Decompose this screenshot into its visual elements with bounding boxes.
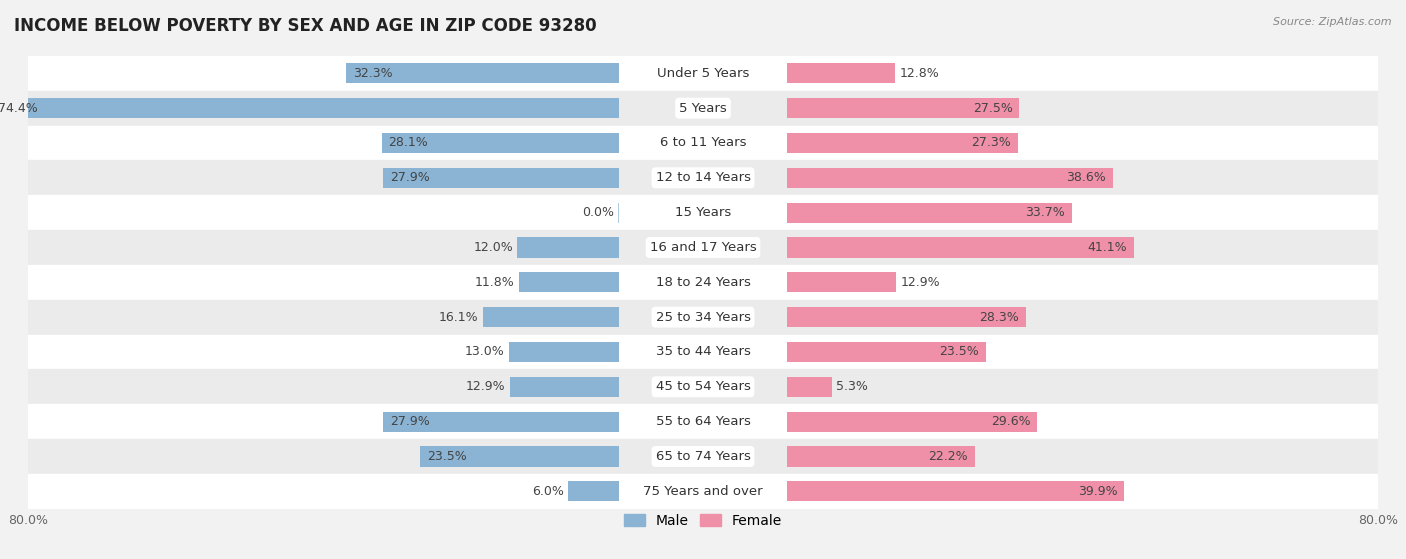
Bar bbox=[28, 474, 1378, 509]
Bar bbox=[517, 238, 619, 258]
Bar bbox=[787, 481, 1123, 501]
Bar bbox=[787, 63, 896, 83]
Bar bbox=[28, 404, 1378, 439]
Text: 32.3%: 32.3% bbox=[353, 67, 392, 80]
Bar bbox=[568, 481, 619, 501]
Bar bbox=[28, 91, 1378, 126]
Text: 11.8%: 11.8% bbox=[475, 276, 515, 289]
Text: 16 and 17 Years: 16 and 17 Years bbox=[650, 241, 756, 254]
Text: 27.5%: 27.5% bbox=[973, 102, 1012, 115]
Text: 38.6%: 38.6% bbox=[1067, 171, 1107, 184]
Text: 5.3%: 5.3% bbox=[837, 380, 868, 394]
Bar bbox=[28, 126, 1378, 160]
Text: Under 5 Years: Under 5 Years bbox=[657, 67, 749, 80]
Text: 39.9%: 39.9% bbox=[1077, 485, 1118, 498]
Bar bbox=[510, 377, 619, 397]
Bar bbox=[28, 300, 1378, 334]
Text: 22.2%: 22.2% bbox=[928, 450, 967, 463]
Text: INCOME BELOW POVERTY BY SEX AND AGE IN ZIP CODE 93280: INCOME BELOW POVERTY BY SEX AND AGE IN Z… bbox=[14, 17, 596, 35]
Text: 12.8%: 12.8% bbox=[900, 67, 939, 80]
Text: 27.3%: 27.3% bbox=[972, 136, 1011, 149]
Text: 55 to 64 Years: 55 to 64 Years bbox=[655, 415, 751, 428]
Bar bbox=[482, 307, 619, 327]
Text: 13.0%: 13.0% bbox=[465, 345, 505, 358]
Bar bbox=[28, 195, 1378, 230]
Text: 28.1%: 28.1% bbox=[388, 136, 427, 149]
Bar bbox=[787, 272, 896, 292]
Text: 45 to 54 Years: 45 to 54 Years bbox=[655, 380, 751, 394]
Text: 12.0%: 12.0% bbox=[474, 241, 513, 254]
Text: 23.5%: 23.5% bbox=[939, 345, 979, 358]
Text: 25 to 34 Years: 25 to 34 Years bbox=[655, 311, 751, 324]
Bar bbox=[787, 202, 1071, 222]
Bar bbox=[381, 133, 619, 153]
Bar bbox=[28, 230, 1378, 265]
Text: 15 Years: 15 Years bbox=[675, 206, 731, 219]
Text: 35 to 44 Years: 35 to 44 Years bbox=[655, 345, 751, 358]
Text: 29.6%: 29.6% bbox=[991, 415, 1031, 428]
Text: 12 to 14 Years: 12 to 14 Years bbox=[655, 171, 751, 184]
Bar bbox=[384, 168, 619, 188]
Bar bbox=[28, 439, 1378, 474]
Bar bbox=[787, 342, 986, 362]
Text: 12.9%: 12.9% bbox=[465, 380, 506, 394]
Text: 28.3%: 28.3% bbox=[980, 311, 1019, 324]
Text: 27.9%: 27.9% bbox=[389, 415, 430, 428]
Text: 41.1%: 41.1% bbox=[1088, 241, 1128, 254]
Bar bbox=[28, 334, 1378, 369]
Bar bbox=[28, 265, 1378, 300]
Text: 33.7%: 33.7% bbox=[1025, 206, 1064, 219]
Text: 65 to 74 Years: 65 to 74 Years bbox=[655, 450, 751, 463]
Bar bbox=[787, 446, 974, 467]
Text: 75 Years and over: 75 Years and over bbox=[643, 485, 763, 498]
Bar bbox=[28, 369, 1378, 404]
Text: 16.1%: 16.1% bbox=[439, 311, 478, 324]
Bar bbox=[384, 411, 619, 432]
Text: 74.4%: 74.4% bbox=[0, 102, 38, 115]
Text: Source: ZipAtlas.com: Source: ZipAtlas.com bbox=[1274, 17, 1392, 27]
Bar bbox=[28, 56, 1378, 91]
Bar bbox=[519, 272, 619, 292]
Bar bbox=[509, 342, 619, 362]
Bar bbox=[787, 238, 1135, 258]
Bar bbox=[420, 446, 619, 467]
Bar bbox=[787, 377, 832, 397]
Bar bbox=[787, 411, 1038, 432]
Bar bbox=[787, 307, 1026, 327]
Bar bbox=[346, 63, 619, 83]
Legend: Male, Female: Male, Female bbox=[619, 508, 787, 533]
Bar bbox=[787, 133, 1018, 153]
Text: 5 Years: 5 Years bbox=[679, 102, 727, 115]
Text: 12.9%: 12.9% bbox=[900, 276, 941, 289]
Bar bbox=[28, 160, 1378, 195]
Text: 6 to 11 Years: 6 to 11 Years bbox=[659, 136, 747, 149]
Text: 6.0%: 6.0% bbox=[531, 485, 564, 498]
Text: 18 to 24 Years: 18 to 24 Years bbox=[655, 276, 751, 289]
Text: 23.5%: 23.5% bbox=[427, 450, 467, 463]
Bar bbox=[787, 168, 1114, 188]
Text: 0.0%: 0.0% bbox=[582, 206, 614, 219]
Bar bbox=[787, 98, 1019, 119]
Bar bbox=[0, 98, 619, 119]
Text: 27.9%: 27.9% bbox=[389, 171, 430, 184]
